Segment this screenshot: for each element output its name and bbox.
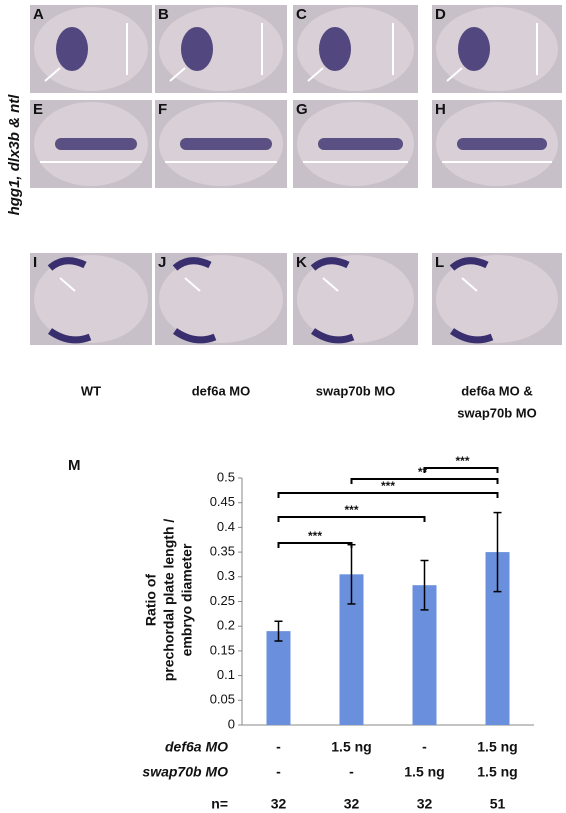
embryo xyxy=(159,7,283,91)
y-tick-label: 0.1 xyxy=(217,667,235,682)
table-cell: 32 xyxy=(271,796,287,812)
y-tick-label: 0.4 xyxy=(217,519,235,534)
embryo xyxy=(297,255,414,343)
panel-letter: I xyxy=(33,254,37,271)
stain xyxy=(318,138,403,150)
y-tick-label: 0.15 xyxy=(210,642,235,657)
panel-letter: F xyxy=(158,101,167,118)
panel-letter: H xyxy=(435,101,446,118)
embryo xyxy=(34,7,148,91)
significance-label: *** xyxy=(344,503,358,517)
embryo xyxy=(436,255,558,343)
stain xyxy=(449,328,494,344)
error-bar xyxy=(420,559,429,611)
y-axis-label: prechordal plate length / xyxy=(161,519,177,682)
y-tick-label: 0 xyxy=(228,716,235,731)
panel-letter: C xyxy=(296,6,307,23)
arrow xyxy=(44,67,61,82)
panel-letter: B xyxy=(158,6,169,23)
panel-letter: A xyxy=(33,6,44,23)
arrow xyxy=(461,277,478,292)
row-label: def6a MO xyxy=(165,739,228,755)
stain xyxy=(47,328,92,344)
embryo xyxy=(34,255,148,343)
significance-label: *** xyxy=(381,479,395,493)
stain xyxy=(55,138,137,150)
panel-label: M xyxy=(68,457,81,474)
y-tick-label: 0.3 xyxy=(217,568,235,583)
panel-letter: J xyxy=(158,254,166,271)
y-tick-label: 0.45 xyxy=(210,494,235,509)
panel-letter: G xyxy=(296,101,308,118)
column-label: def6a MO xyxy=(192,383,251,398)
significance-bracket xyxy=(423,467,499,473)
column-label: def6a MO & xyxy=(461,383,533,398)
error-bar xyxy=(493,511,502,593)
embryo xyxy=(159,255,283,343)
stain xyxy=(457,138,547,150)
panel-letter: E xyxy=(33,101,43,118)
significance-label: *** xyxy=(455,454,469,468)
row-label: swap70b MO xyxy=(142,764,228,780)
significance-label: ** xyxy=(418,465,428,479)
embryo xyxy=(436,7,558,91)
table-cell: 1.5 ng xyxy=(477,739,517,755)
table-cell: 32 xyxy=(344,796,360,812)
stain xyxy=(172,257,212,271)
arrow xyxy=(184,277,201,292)
significance-bracket xyxy=(277,492,499,498)
arrow xyxy=(446,67,463,82)
panel-letter: L xyxy=(435,254,444,271)
column-label: swap70b MO xyxy=(457,405,536,420)
arrow xyxy=(322,277,339,292)
y-tick-label: 0.05 xyxy=(210,692,235,707)
stain xyxy=(172,328,217,344)
arrow xyxy=(169,67,186,82)
row-label: n= xyxy=(211,796,228,812)
table-cell: - xyxy=(349,764,354,780)
embryo xyxy=(297,7,414,91)
stain xyxy=(310,328,355,344)
arrow xyxy=(59,277,76,292)
significance-label: *** xyxy=(308,529,322,543)
table-cell: - xyxy=(276,764,281,780)
stain xyxy=(180,138,272,150)
y-tick-label: 0.25 xyxy=(210,593,235,608)
y-axis-label: embryo diameter xyxy=(179,543,195,656)
significance-bracket xyxy=(277,542,353,548)
stain xyxy=(319,27,351,71)
column-label: swap70b MO xyxy=(316,383,395,398)
stain xyxy=(449,257,489,271)
significance-bracket xyxy=(277,516,426,522)
stain xyxy=(47,257,87,271)
side-label: hgg1, dlx3b & ntl xyxy=(6,94,23,216)
table-cell: 1.5 ng xyxy=(477,764,517,780)
stain xyxy=(310,257,350,271)
y-axis-label: Ratio of xyxy=(143,574,159,626)
table-cell: 1.5 ng xyxy=(404,764,444,780)
significance-bracket xyxy=(350,478,499,484)
arrow xyxy=(307,67,324,82)
error-bar xyxy=(274,620,283,642)
y-tick-label: 0.35 xyxy=(210,544,235,559)
y-tick-label: 0.5 xyxy=(217,469,235,484)
bar xyxy=(266,631,291,725)
panel-letter: D xyxy=(435,6,446,23)
stain xyxy=(458,27,490,71)
table-cell: - xyxy=(422,739,427,755)
stain xyxy=(56,27,88,71)
column-label: WT xyxy=(81,383,101,398)
table-cell: 51 xyxy=(490,796,506,812)
table-cell: 1.5 ng xyxy=(331,739,371,755)
stain xyxy=(181,27,213,71)
panel-letter: K xyxy=(296,254,307,271)
table-cell: - xyxy=(276,739,281,755)
y-tick-label: 0.2 xyxy=(217,618,235,633)
table-cell: 32 xyxy=(417,796,433,812)
